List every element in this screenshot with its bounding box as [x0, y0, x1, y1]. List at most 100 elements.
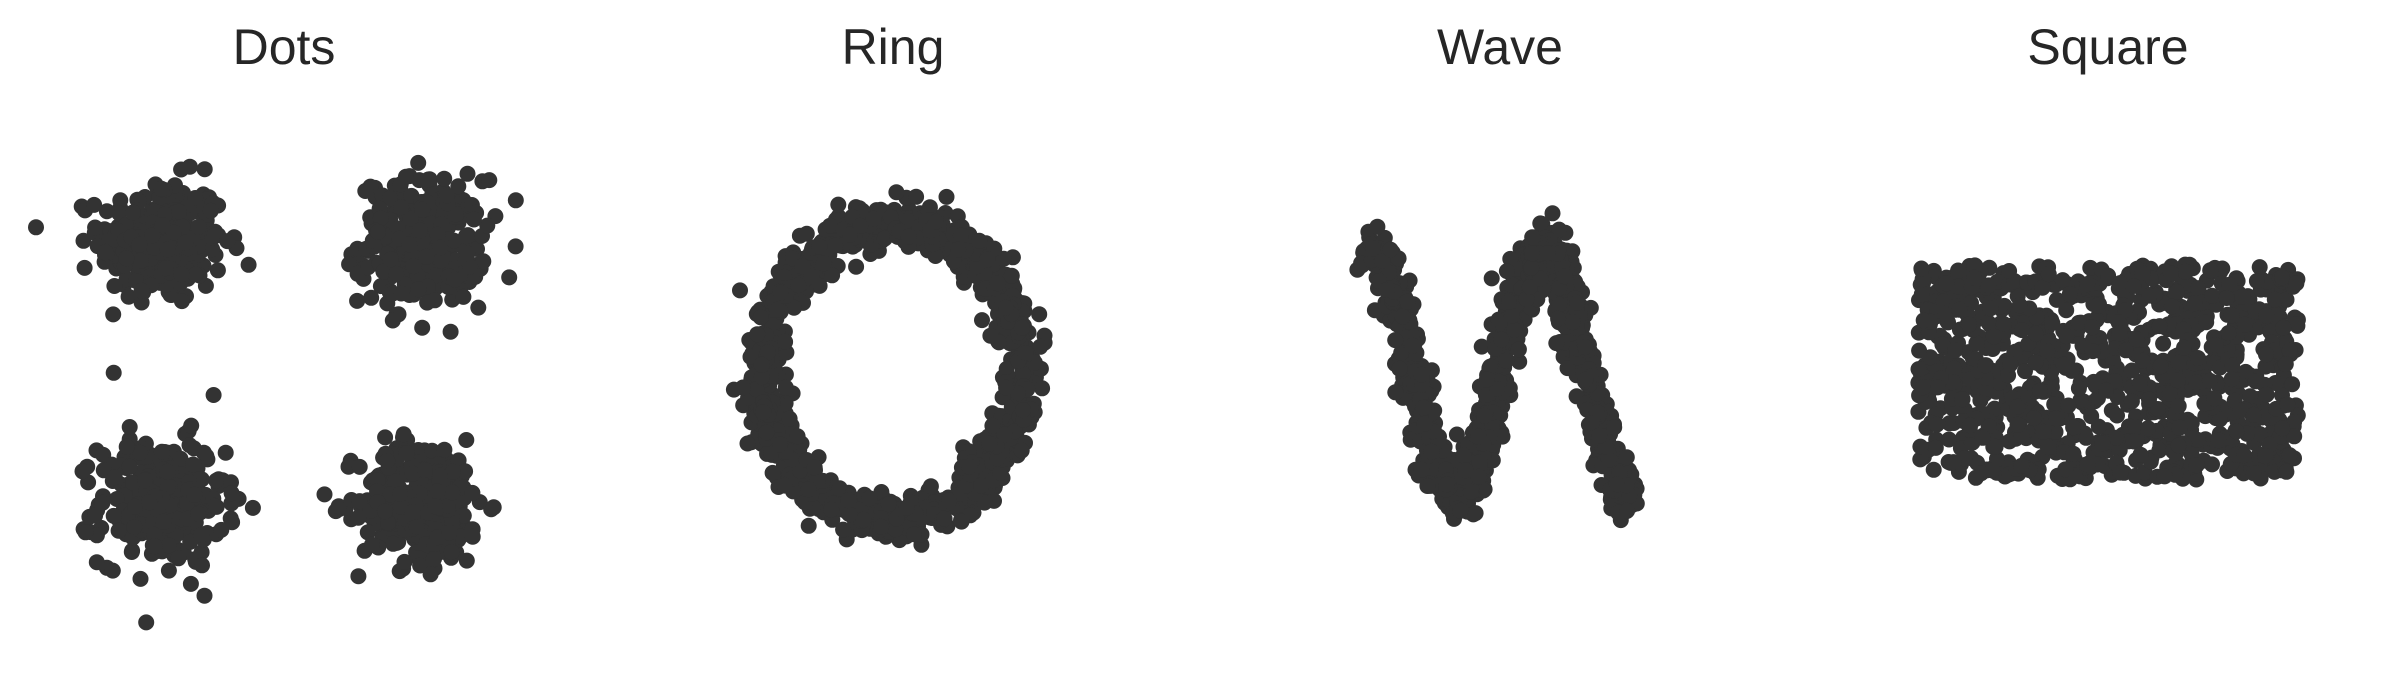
scatter-point — [1619, 502, 1636, 519]
scatter-point — [823, 501, 840, 518]
scatter-point — [2198, 314, 2215, 331]
scatter-point — [206, 227, 223, 244]
scatter-point — [2281, 447, 2298, 464]
scatter-point — [1961, 316, 1977, 333]
scatter-point — [995, 250, 1012, 267]
scatter-point — [2169, 372, 2186, 389]
scatter-point — [2201, 372, 2218, 389]
scatter-point — [432, 239, 449, 256]
scatter-point — [1502, 250, 1519, 267]
scatter-point — [2151, 442, 2168, 459]
scatter-point — [2090, 418, 2107, 435]
scatter-point — [749, 326, 766, 343]
scatter-point — [1423, 443, 1440, 460]
scatter-point — [974, 312, 990, 329]
scatter-point — [110, 522, 127, 539]
scatter-point — [1478, 371, 1495, 388]
scatter-point — [436, 170, 453, 187]
scatter-point — [153, 443, 170, 460]
scatter-point — [1482, 358, 1499, 375]
scatter-point — [2242, 388, 2259, 405]
scatter-point — [187, 266, 204, 283]
scatter-point — [1608, 476, 1625, 493]
scatter-point — [1972, 392, 1989, 409]
scatter-point — [1915, 312, 1932, 329]
scatter-point — [1962, 417, 1979, 434]
scatter-point — [87, 219, 104, 236]
scatter-point — [2128, 331, 2145, 348]
scatter-point — [2252, 426, 2268, 443]
scatter-point — [240, 256, 257, 273]
scatter-point — [1967, 469, 1984, 486]
scatter-point — [835, 521, 852, 538]
scatter-panel-square — [1910, 256, 2306, 488]
scatter-point — [1013, 442, 1030, 459]
scatter-point — [126, 519, 143, 535]
scatter-point — [2288, 275, 2305, 292]
scatter-point — [1365, 240, 1381, 257]
scatter-point — [425, 551, 442, 568]
scatter-point — [1539, 245, 1556, 262]
scatter-point — [105, 306, 122, 323]
scatter-point — [112, 192, 129, 209]
scatter-point — [776, 477, 793, 494]
scatter-point — [998, 379, 1015, 396]
scatter-point — [1003, 267, 1020, 284]
scatter-point — [404, 465, 421, 482]
scatter-point — [1945, 454, 1962, 471]
scatter-point — [748, 381, 765, 398]
scatter-point — [87, 507, 104, 524]
scatter-point — [806, 459, 823, 476]
scatter-point — [1938, 275, 1955, 292]
scatter-point — [411, 222, 428, 239]
scatter-point — [196, 161, 213, 178]
scatter-point — [2274, 269, 2290, 286]
scatter-point — [2168, 283, 2185, 300]
scatter-point — [2039, 343, 2056, 359]
scatter-point — [739, 435, 756, 452]
scatter-point — [153, 180, 170, 197]
scatter-point — [2171, 419, 2188, 436]
scatter-panel-ring — [725, 184, 1053, 553]
scatter-point — [2094, 435, 2111, 452]
scatter-point — [1551, 296, 1568, 313]
scatter-point — [183, 417, 200, 434]
scatter-point — [827, 237, 844, 254]
scatter-point — [2054, 272, 2071, 289]
scatter-point — [118, 438, 135, 455]
scatter-point — [455, 507, 472, 524]
scatter-point — [2109, 407, 2125, 424]
scatter-point — [364, 536, 380, 553]
scatter-point — [798, 225, 815, 242]
scatter-point — [1503, 307, 1520, 324]
scatter-point — [187, 190, 204, 206]
scatter-point — [2162, 265, 2179, 282]
scatter-point — [2224, 357, 2241, 374]
scatter-point — [2186, 295, 2203, 312]
scatter-point — [1404, 337, 1421, 354]
scatter-point — [1378, 282, 1395, 298]
scatter-point — [74, 463, 91, 480]
scatter-point — [350, 568, 367, 585]
scatter-point — [1985, 328, 2002, 345]
scatter-point — [777, 333, 794, 350]
scatter-point — [2001, 263, 2018, 279]
scatter-point — [2089, 297, 2106, 314]
scatter-point — [351, 458, 368, 475]
scatter-point — [2009, 398, 2026, 415]
scatter-point — [1912, 451, 1929, 468]
scatter-point — [2202, 262, 2219, 279]
scatter-point — [410, 281, 427, 298]
scatter-point — [133, 294, 150, 311]
scatter-point — [349, 292, 366, 309]
scatter-point — [2098, 382, 2114, 399]
scatter-point — [1369, 218, 1386, 235]
scatter-point — [1017, 345, 1034, 361]
scatter-point — [410, 154, 427, 171]
scatter-point — [1394, 308, 1411, 325]
scatter-point — [1577, 339, 1594, 356]
scatter-point — [193, 526, 210, 543]
scatter-point — [1448, 426, 1465, 443]
scatter-point — [1374, 253, 1391, 269]
